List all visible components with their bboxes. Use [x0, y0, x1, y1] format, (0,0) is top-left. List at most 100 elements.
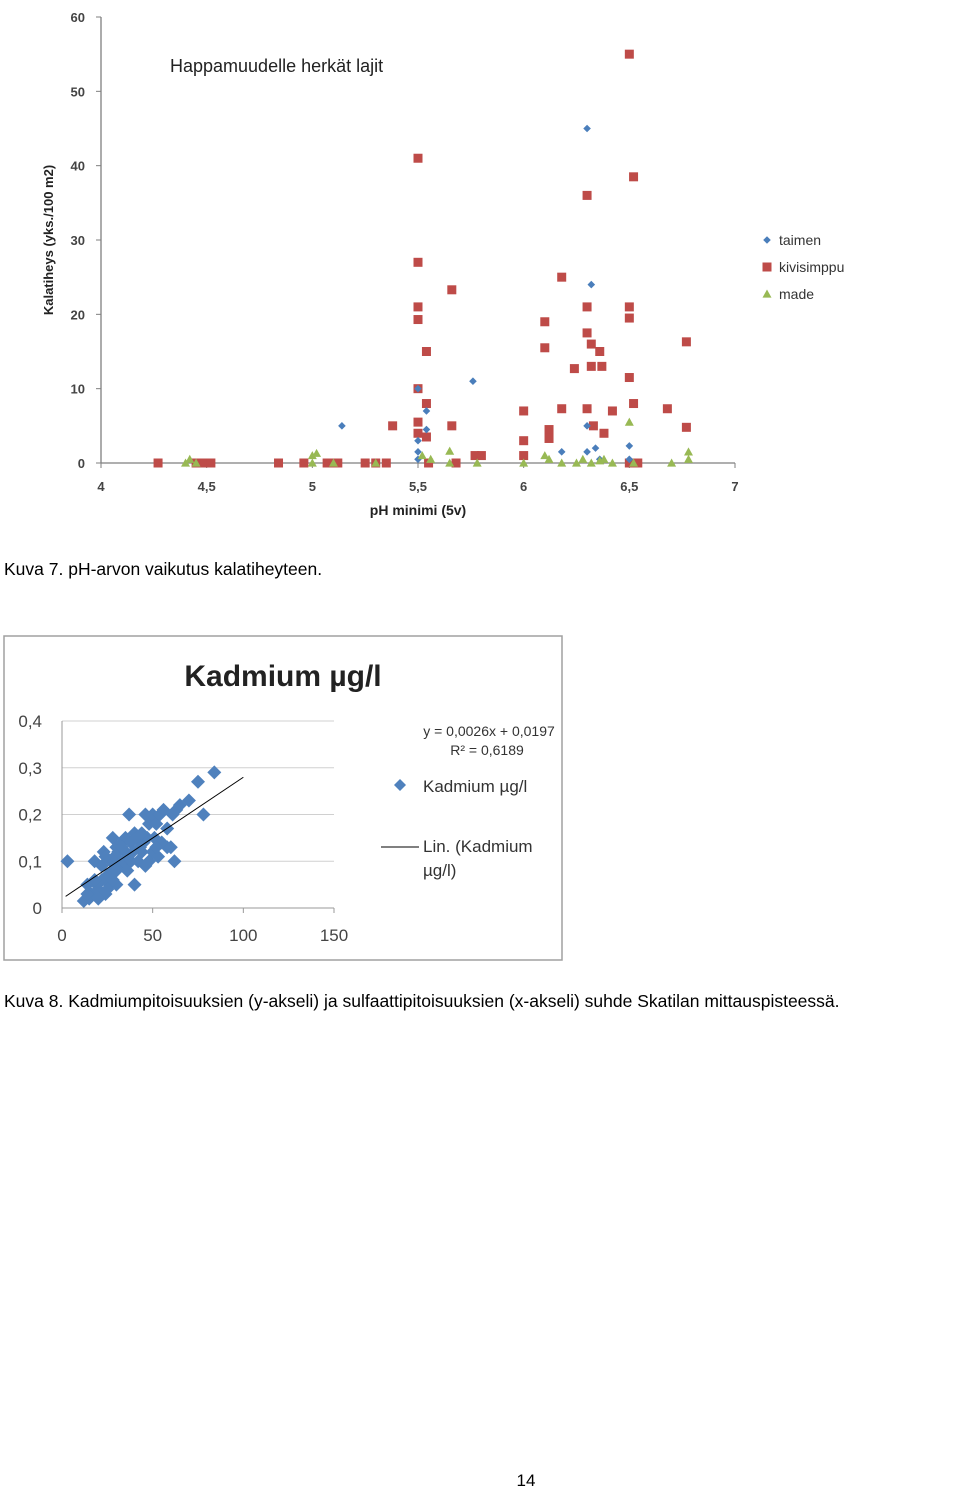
fig2-r-squared: R² = 0,6189	[450, 742, 524, 758]
fig1-point-kivisimppu	[586, 339, 596, 349]
fig2-point	[149, 816, 164, 831]
fig1-point-kivisimppu	[540, 343, 550, 353]
fig1-y-tick-label: 0	[78, 456, 85, 471]
fig1-point-made	[667, 458, 677, 467]
fig1-x-tick-label: 7	[731, 479, 738, 494]
fig1-y-tick-label: 60	[71, 10, 85, 25]
fig1-point-made	[544, 454, 554, 463]
fig2-y-tick-label: 0,1	[18, 852, 42, 871]
fig1-point-kivisimppu	[421, 399, 431, 409]
fig1-point-made	[371, 458, 381, 467]
fig1-point-kivisimppu	[413, 302, 423, 312]
fig2-point	[98, 849, 113, 864]
figure-cadmium-chart: Kadmium µg/l 0 0,1 0,2 0,3 0,4 0 50 100 150 y = …	[3, 635, 563, 961]
fig1-point-kivisimppu	[299, 458, 309, 468]
fig1-point-made	[191, 458, 201, 467]
fig1-point-kivisimppu	[557, 272, 567, 282]
fig1-point-taimen	[414, 448, 422, 456]
fig1-point-made	[557, 458, 567, 467]
fig1-point-made	[328, 458, 338, 467]
fig2-point	[156, 802, 171, 817]
fig1-point-kivisimppu	[624, 49, 634, 59]
fig2-point	[122, 807, 137, 822]
fig2-point	[100, 882, 115, 897]
fig1-legend-marker-icon	[762, 289, 772, 298]
fig1-point-taimen	[625, 442, 634, 450]
fig2-title: Kadmium µg/l	[184, 660, 381, 693]
fig1-x-tick-label: 6,5	[620, 479, 638, 494]
fig2-point	[149, 840, 164, 855]
fig2-point	[60, 854, 75, 869]
fig1-point-kivisimppu	[470, 451, 480, 461]
fig1-x-tick-label: 5	[309, 479, 316, 494]
fig1-point-kivisimppu	[586, 361, 596, 371]
fig1-x-tick-label: 6	[520, 479, 527, 494]
fig1-point-kivisimppu	[624, 373, 634, 383]
fig1-point-kivisimppu	[624, 313, 634, 323]
fig1-point-made	[519, 458, 529, 467]
figure1-caption: Kuva 7. pH-arvon vaikutus kalatiheyteen.	[4, 559, 323, 579]
fig1-point-kivisimppu	[544, 433, 554, 443]
fig1-point-kivisimppu	[206, 458, 216, 468]
fig1-point-made	[684, 447, 694, 456]
fig1-point-kivisimppu	[557, 404, 567, 414]
fig1-point-made	[599, 454, 609, 463]
fig1-point-kivisimppu	[582, 404, 592, 414]
fig2-equation: y = 0,0026x + 0,0197	[423, 723, 555, 739]
fig2-legend-series-label: Kadmium µg/l	[423, 777, 527, 796]
fig2-point	[207, 765, 222, 780]
fig2-point	[134, 826, 149, 841]
fig1-point-taimen	[557, 448, 566, 456]
fig1-point-taimen	[591, 444, 600, 452]
fig1-point-kivisimppu	[544, 425, 554, 435]
fig1-point-kivisimppu	[681, 337, 691, 347]
fig2-legend-trend-label-1: Lin. (Kadmium	[423, 837, 533, 856]
fig1-y-tick-label: 30	[71, 233, 85, 248]
fig1-point-made	[629, 458, 639, 467]
fig2-y-tick-label: 0	[33, 899, 42, 918]
fig2-point	[91, 891, 106, 906]
fig1-y-tick-label: 50	[71, 84, 85, 99]
fig1-point-kivisimppu	[629, 399, 639, 409]
fig1-point-taimen	[469, 377, 477, 386]
fig1-point-made	[472, 458, 482, 467]
fig1-point-kivisimppu	[633, 458, 643, 468]
fig1-point-kivisimppu	[153, 458, 163, 468]
fig1-point-made	[426, 454, 436, 463]
fig1-point-kivisimppu	[333, 458, 343, 468]
fig1-point-kivisimppu	[597, 361, 607, 371]
fig1-point-kivisimppu	[519, 436, 529, 446]
fig2-y-tick-label: 0,2	[18, 806, 42, 825]
fig1-point-made	[578, 454, 588, 463]
fig1-point-taimen	[414, 436, 422, 445]
fig1-point-kivisimppu	[447, 285, 457, 295]
fig1-legend-label: kivisimppu	[779, 259, 844, 275]
fig1-point-taimen	[625, 455, 634, 464]
fig1-point-made	[307, 458, 317, 467]
fig1-point-kivisimppu	[582, 302, 592, 312]
fig2-point	[167, 854, 182, 869]
fig1-point-made	[684, 454, 694, 463]
fig1-point-kivisimppu	[322, 458, 332, 468]
fig1-point-kivisimppu	[582, 328, 592, 338]
fig1-y-axis-label: Kalatiheys (yks./100 m2)	[41, 165, 56, 315]
fig2-point	[80, 886, 95, 901]
fig1-point-kivisimppu	[413, 417, 423, 427]
fig1-point-made	[624, 417, 634, 426]
fig1-point-made	[307, 451, 317, 460]
fig1-point-kivisimppu	[540, 317, 550, 327]
fig1-y-tick-label: 20	[71, 307, 85, 322]
fig1-title: Happamuudelle herkät lajit	[170, 56, 383, 76]
fig2-point	[120, 863, 135, 878]
fig1-point-taimen	[422, 425, 431, 434]
figure2-caption: Kuva 8. Kadmiumpitoisuuksien (y-akseli) …	[4, 991, 840, 1011]
fig1-point-taimen	[587, 280, 596, 289]
fig1-y-tick-label: 10	[71, 382, 85, 397]
fig1-point-made	[445, 446, 455, 455]
fig2-point	[181, 793, 196, 808]
fig1-point-kivisimppu	[681, 422, 691, 432]
fig1-legend-label: taimen	[779, 232, 821, 248]
fig2-trendline	[65, 776, 244, 897]
fig1-point-kivisimppu	[413, 428, 423, 438]
fig2-y-tick-label: 0,4	[18, 712, 42, 731]
